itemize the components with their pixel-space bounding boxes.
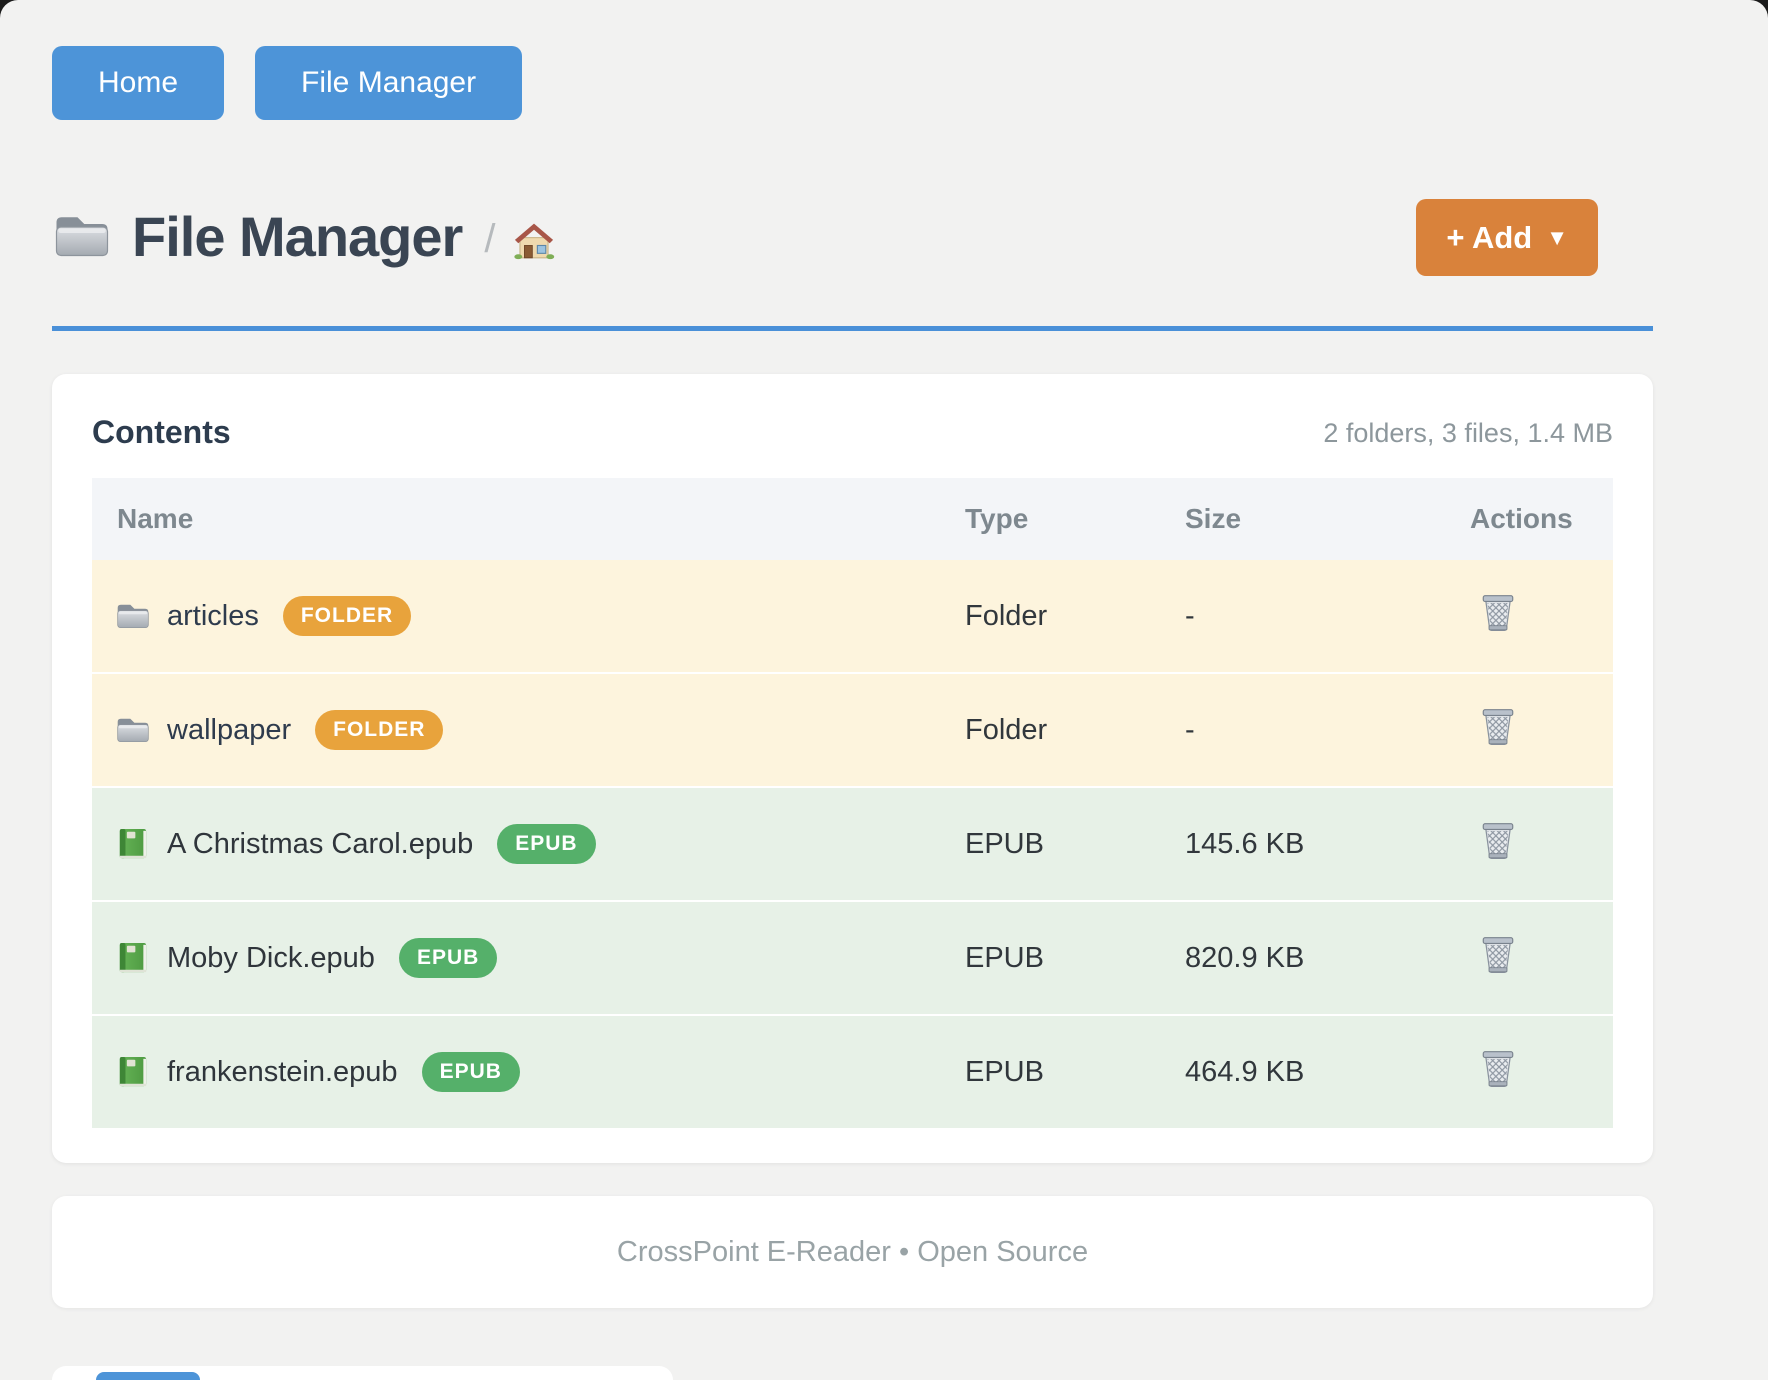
caret-down-icon: ▼ (1546, 224, 1568, 250)
book-icon (119, 1056, 147, 1087)
col-header-size: Size (1185, 503, 1242, 534)
name-cell[interactable]: frankenstein.epub EPUB (92, 1052, 965, 1092)
delete-button[interactable] (1480, 1048, 1516, 1088)
top-nav: Home File Manager (52, 46, 523, 120)
type-cell: Folder (965, 599, 1048, 632)
size-cell: 145.6 KB (1185, 827, 1305, 860)
size-cell: - (1185, 599, 1195, 632)
folder-icon (55, 216, 109, 257)
delete-button[interactable] (1480, 592, 1516, 632)
page-title: File Manager (132, 204, 463, 268)
type-cell: EPUB (965, 941, 1044, 974)
col-header-actions: Actions (1470, 503, 1573, 534)
home-button[interactable]: Home (52, 46, 225, 120)
table-row: articles FOLDER Folder - (92, 560, 1613, 674)
actions-cell (1470, 1048, 1613, 1096)
table-row: Moby Dick.epub EPUB EPUB 820.9 KB (92, 902, 1613, 1016)
folder-icon (117, 718, 149, 743)
header-rule (52, 326, 1653, 331)
name-cell[interactable]: wallpaper FOLDER (92, 710, 965, 750)
add-button[interactable]: + Add ▼ (1416, 199, 1598, 276)
type-cell: EPUB (965, 827, 1044, 860)
footer-card: CrossPoint E-Reader • Open Source (52, 1196, 1653, 1308)
partial-card (52, 1366, 673, 1380)
folder-badge: FOLDER (315, 710, 444, 750)
size-cell: - (1185, 713, 1195, 746)
item-name[interactable]: wallpaper (167, 713, 292, 746)
wastebasket-icon (1482, 1051, 1514, 1088)
delete-button[interactable] (1480, 820, 1516, 860)
name-cell[interactable]: A Christmas Carol.epub EPUB (92, 824, 965, 864)
file-manager-button[interactable]: File Manager (255, 46, 523, 120)
delete-button[interactable] (1480, 706, 1516, 746)
col-header-name: Name (117, 503, 194, 534)
delete-button[interactable] (1480, 934, 1516, 974)
item-name[interactable]: A Christmas Carol.epub (167, 827, 474, 860)
item-name[interactable]: Moby Dick.epub (167, 941, 375, 974)
contents-card: Contents 2 folders, 3 files, 1.4 MB Name… (52, 374, 1653, 1163)
page-header: File Manager / + Add ▼ (52, 186, 1653, 286)
book-icon (119, 942, 147, 973)
wastebasket-icon (1482, 937, 1514, 974)
actions-cell (1470, 820, 1613, 868)
item-name[interactable]: frankenstein.epub (167, 1055, 398, 1088)
contents-summary: 2 folders, 3 files, 1.4 MB (1323, 418, 1613, 448)
book-icon (119, 828, 147, 859)
actions-cell (1470, 934, 1613, 982)
item-name[interactable]: articles (167, 599, 259, 632)
type-cell: EPUB (965, 1055, 1044, 1088)
epub-badge: EPUB (421, 1052, 520, 1092)
folder-icon (117, 604, 149, 629)
wastebasket-icon (1482, 595, 1514, 632)
epub-badge: EPUB (398, 938, 498, 978)
table-header-row: Name Type Size Actions (92, 478, 1613, 560)
name-cell[interactable]: Moby Dick.epub EPUB (92, 938, 965, 978)
footer-text: CrossPoint E-Reader • Open Source (616, 1235, 1089, 1268)
table-row: frankenstein.epub EPUB EPUB 464.9 KB (92, 1016, 1613, 1128)
col-header-type: Type (965, 503, 1029, 534)
files-table: Name Type Size Actions articles FOLDER F… (92, 478, 1613, 1128)
name-cell[interactable]: articles FOLDER (92, 596, 965, 636)
breadcrumb-separator: / (484, 216, 496, 261)
actions-cell (1470, 592, 1613, 640)
size-cell: 820.9 KB (1185, 941, 1305, 974)
wastebasket-icon (1482, 823, 1514, 860)
actions-cell (1470, 706, 1613, 754)
epub-badge: EPUB (497, 824, 596, 864)
wastebasket-icon (1482, 709, 1514, 746)
table-row: A Christmas Carol.epub EPUB EPUB 145.6 K… (92, 788, 1613, 902)
partial-button[interactable] (96, 1372, 200, 1380)
contents-card-header: Contents 2 folders, 3 files, 1.4 MB (92, 414, 1613, 478)
contents-heading: Contents (92, 414, 231, 450)
table-row: wallpaper FOLDER Folder - (92, 674, 1613, 788)
size-cell: 464.9 KB (1185, 1055, 1305, 1088)
add-button-label: + Add (1446, 219, 1533, 255)
type-cell: Folder (965, 713, 1048, 746)
house-icon[interactable] (511, 219, 557, 263)
folder-badge: FOLDER (282, 596, 412, 636)
